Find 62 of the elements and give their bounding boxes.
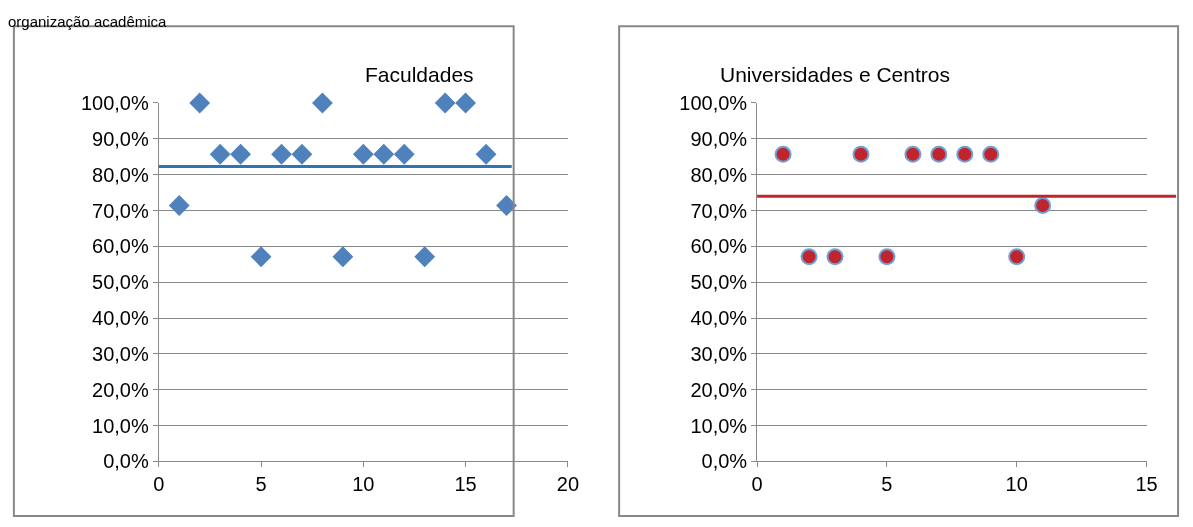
point xyxy=(1034,196,1052,214)
x-tick-label: 15 xyxy=(1135,473,1158,496)
point xyxy=(393,143,415,165)
y-tick-label: 60,0% xyxy=(690,235,748,258)
point xyxy=(455,92,476,114)
point xyxy=(209,143,231,165)
point xyxy=(312,92,333,114)
point xyxy=(930,145,948,163)
point xyxy=(956,145,974,163)
point xyxy=(291,143,313,165)
point xyxy=(852,145,870,163)
y-tick-label: 70,0% xyxy=(92,199,149,222)
x-tick-label: 15 xyxy=(454,473,477,496)
y-tick-label: 100,0% xyxy=(80,91,149,114)
point xyxy=(475,143,497,165)
chart-title: Universidades e Centros xyxy=(720,63,950,86)
y-tick-label: 40,0% xyxy=(690,307,748,330)
point xyxy=(774,145,792,163)
point xyxy=(250,246,272,268)
point xyxy=(189,92,211,114)
y-tick-label: 80,0% xyxy=(92,163,149,186)
y-tick-label: 30,0% xyxy=(92,342,149,365)
y-tick-label: 20,0% xyxy=(690,378,748,401)
y-tick-label: 100,0% xyxy=(679,91,748,114)
y-tick-label: 90,0% xyxy=(92,127,149,150)
point xyxy=(826,248,844,266)
point xyxy=(496,195,517,216)
chart-title: Faculdades xyxy=(365,63,474,86)
point xyxy=(230,143,252,165)
x-tick-label: 5 xyxy=(255,473,267,496)
point xyxy=(982,145,1000,163)
point xyxy=(1008,248,1026,266)
point xyxy=(414,246,436,268)
point xyxy=(373,143,395,165)
x-tick-label: 5 xyxy=(881,473,893,496)
point xyxy=(271,143,292,165)
point xyxy=(904,145,922,163)
point xyxy=(352,143,374,165)
y-tick-label: 0,0% xyxy=(103,450,149,473)
point xyxy=(878,248,896,266)
x-tick-label: 20 xyxy=(556,473,580,496)
y-tick-label: 20,0% xyxy=(92,378,149,401)
point xyxy=(332,246,354,268)
x-tick-label: 10 xyxy=(352,473,375,496)
y-tick-label: 80,0% xyxy=(690,163,748,186)
x-tick-label: 10 xyxy=(1005,473,1028,496)
y-tick-label: 60,0% xyxy=(92,235,149,258)
y-tick-label: 90,0% xyxy=(690,127,748,150)
y-tick-label: 10,0% xyxy=(92,414,149,437)
y-tick-label: 50,0% xyxy=(690,271,748,294)
y-tick-label: 30,0% xyxy=(690,342,748,365)
point xyxy=(800,248,818,266)
y-tick-label: 50,0% xyxy=(92,271,149,294)
y-tick-label: 0,0% xyxy=(701,450,748,473)
text: organização acadêmica xyxy=(8,13,168,30)
y-tick-label: 10,0% xyxy=(690,414,748,437)
point xyxy=(434,92,456,114)
y-tick-label: 40,0% xyxy=(92,307,149,330)
y-tick-label: 70,0% xyxy=(690,199,748,222)
x-tick-label: 0 xyxy=(153,473,165,496)
x-tick-label: 0 xyxy=(751,473,763,496)
point xyxy=(168,195,190,216)
